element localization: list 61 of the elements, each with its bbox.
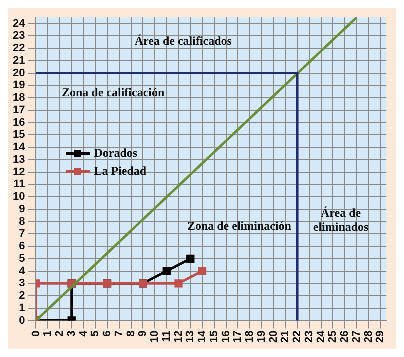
y-tick-label: 5 bbox=[19, 252, 26, 265]
x-tick-label: 21 bbox=[280, 330, 292, 344]
x-tick-label: 29 bbox=[374, 330, 387, 344]
y-tick-label: 6 bbox=[19, 240, 26, 253]
x-tick-label: 17 bbox=[232, 330, 244, 344]
x-tick-label: 10 bbox=[149, 330, 162, 344]
y-tick-label: 13 bbox=[12, 154, 26, 166]
x-tick-label: 24 bbox=[315, 330, 328, 344]
annotation: Área de calificados bbox=[134, 34, 232, 48]
x-tick-label: 28 bbox=[362, 330, 375, 344]
y-tick-label: 24 bbox=[12, 18, 26, 30]
x-tick-label: 20 bbox=[268, 330, 280, 344]
x-tick-label: 11 bbox=[160, 330, 173, 342]
y-tick-label: 11 bbox=[14, 178, 26, 191]
x-tick-label: 15 bbox=[208, 330, 220, 344]
x-tick-label: 19 bbox=[256, 330, 268, 344]
y-tick-label: 23 bbox=[12, 30, 26, 42]
x-tick-label: 5 bbox=[90, 330, 102, 337]
annotation: Zona de eliminación bbox=[187, 218, 292, 233]
y-tick-label: 7 bbox=[19, 228, 26, 240]
y-tick-label: 8 bbox=[19, 216, 26, 228]
y-tick-label: 3 bbox=[19, 278, 26, 290]
y-tick-label: 21 bbox=[12, 54, 26, 67]
x-tick-label: 25 bbox=[327, 330, 340, 344]
y-tick-label: 12 bbox=[12, 166, 26, 178]
y-tick-label: 20 bbox=[12, 67, 26, 80]
x-tick-label: 4 bbox=[78, 330, 90, 337]
x-tick-label: 14 bbox=[196, 330, 209, 344]
legend-label: La Piedad bbox=[94, 164, 147, 178]
x-tick-label: 22 bbox=[292, 330, 304, 344]
x-tick-label: 16 bbox=[220, 330, 232, 344]
x-tick-label: 12 bbox=[172, 330, 185, 344]
y-tick-label: 17 bbox=[12, 104, 26, 116]
y-tick-label: 22 bbox=[12, 42, 26, 55]
y-tick-label: 18 bbox=[12, 92, 26, 104]
y-tick-label: 4 bbox=[19, 265, 26, 278]
x-tick-label: 3 bbox=[66, 330, 78, 337]
y-tick-label: 16 bbox=[12, 116, 26, 129]
x-tick-label: 8 bbox=[125, 330, 138, 337]
x-tick-label: 18 bbox=[244, 330, 256, 344]
x-tick-label: 27 bbox=[350, 330, 363, 344]
y-tick-label: 9 bbox=[19, 203, 26, 216]
annotation: Zona de calificación bbox=[62, 85, 165, 100]
x-tick-label: 6 bbox=[102, 330, 114, 337]
y-tick-label: 10 bbox=[12, 191, 26, 204]
y-tick-label: 19 bbox=[12, 80, 26, 92]
y-tick-label: 14 bbox=[12, 142, 26, 154]
y-tick-label: 2 bbox=[19, 290, 26, 302]
x-tick-label: 9 bbox=[137, 330, 150, 337]
x-tick-label: 13 bbox=[184, 330, 197, 344]
x-tick-label: 1 bbox=[42, 330, 54, 337]
x-tick-label: 26 bbox=[339, 330, 352, 344]
legend-label: Dorados bbox=[94, 146, 138, 160]
x-tick-label: 7 bbox=[113, 330, 126, 337]
annotation: Área de eliminados bbox=[313, 206, 370, 234]
y-tick-label: 0 bbox=[19, 314, 26, 327]
x-tick-label: 0 bbox=[30, 330, 42, 337]
x-tick-label: 23 bbox=[303, 330, 316, 344]
y-tick-label: 15 bbox=[12, 129, 26, 142]
y-tick-label: 1 bbox=[19, 302, 26, 314]
x-tick-label: 2 bbox=[54, 330, 66, 337]
